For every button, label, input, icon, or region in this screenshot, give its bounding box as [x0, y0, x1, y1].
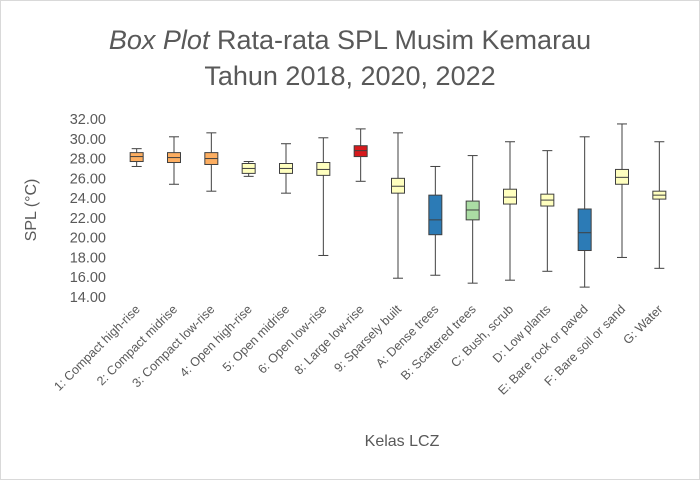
box-4	[241, 161, 256, 177]
x-category-label: 9: Sparsely built	[331, 302, 404, 375]
y-tick-label: 20.00	[70, 231, 106, 247]
title-rest: Rata-rata SPL Musim Kemarau	[209, 25, 592, 55]
box-14	[615, 123, 629, 258]
box-5	[279, 143, 293, 194]
box-body	[428, 194, 443, 236]
box-11	[503, 141, 517, 281]
box-10	[465, 155, 480, 284]
box-body	[577, 208, 592, 252]
boxes-layer	[129, 123, 667, 288]
box-8	[391, 132, 405, 279]
y-tick-label: 18.00	[70, 250, 106, 266]
y-tick-label: 28.00	[70, 152, 106, 168]
box-3	[204, 132, 219, 192]
x-category-label: G: Water	[621, 302, 666, 347]
title-italic: Box Plot	[108, 25, 210, 55]
box-6	[316, 137, 331, 256]
y-tick-label: 24.00	[70, 191, 106, 207]
y-tick-label: 26.00	[70, 171, 106, 187]
chart-title: Box Plot Rata-rata SPL Musim Kemarau Tah…	[0, 22, 700, 94]
title-line-2: Tahun 2018, 2020, 2022	[204, 61, 496, 91]
x-category-label: 6: Open low-rise	[255, 302, 329, 376]
x-axis-label: Kelas LCZ	[365, 433, 440, 450]
x-category-label: 5: Open midrise	[220, 302, 292, 374]
y-tick-label: 14.00	[70, 290, 106, 306]
box-12	[540, 150, 555, 272]
y-tick-label: 30.00	[70, 132, 106, 148]
box-2	[167, 136, 181, 185]
y-tick-label: 16.00	[70, 270, 106, 286]
box-9	[428, 165, 443, 276]
y-tick-label: 32.00	[70, 112, 106, 128]
box-15	[652, 141, 667, 269]
y-tick-label: 22.00	[70, 211, 106, 227]
box-13	[577, 136, 592, 288]
y-axis-label: SPL (°C)	[23, 179, 40, 242]
box-7	[353, 128, 368, 182]
box-1	[129, 148, 144, 167]
y-axis: 14.00 16.00 18.00 20.00 22.00 24.00 26.00 28.00…	[70, 112, 106, 306]
